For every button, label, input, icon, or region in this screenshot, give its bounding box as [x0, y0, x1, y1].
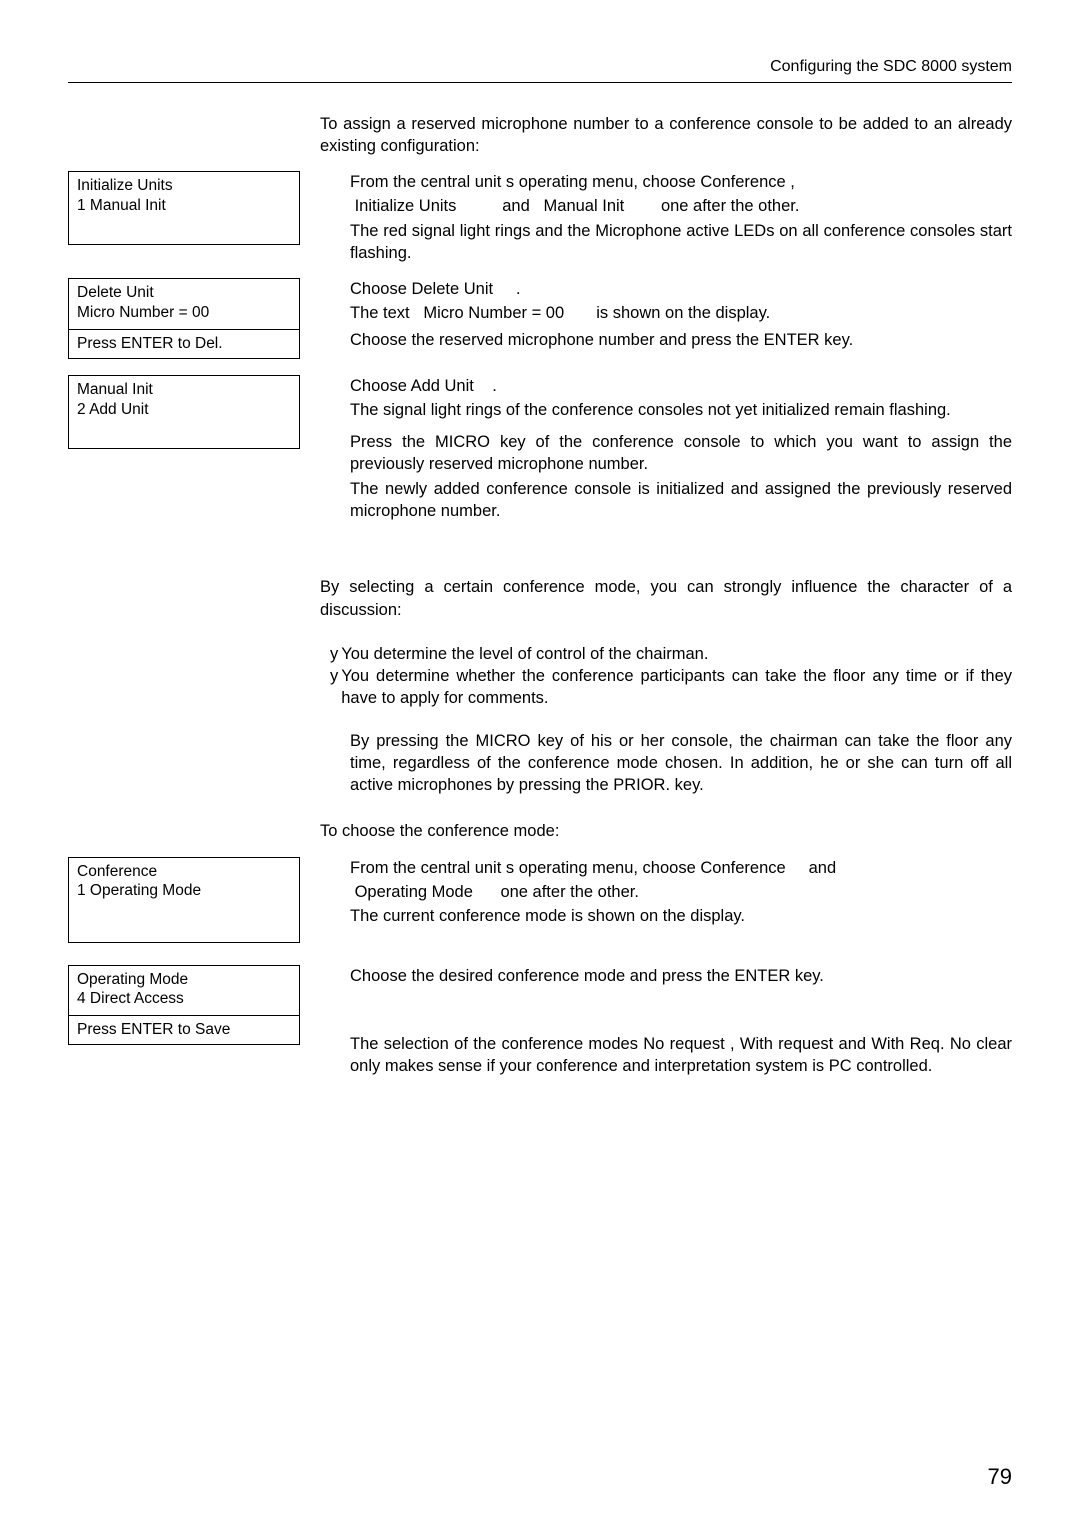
step3: Choose the reserved microphone number an…: [320, 329, 1012, 351]
step6-and: and: [809, 859, 837, 877]
box1-line1: Initialize Units: [77, 176, 291, 196]
step1-and: and: [502, 197, 530, 215]
display-box-manual-init: Manual Init 2 Add Unit: [68, 375, 300, 449]
step2-delete-unit: Delete Unit: [411, 280, 493, 298]
mode-intro: By selecting a certain conference mode, …: [320, 576, 1012, 621]
step4-line2: The signal light rings of the conference…: [350, 399, 1012, 421]
step4-dot: .: [492, 377, 497, 395]
step1-line2: Initialize Units and Manual Init one aft…: [350, 195, 1012, 217]
display-box-operating-mode: Operating Mode 4 Direct Access Press ENT…: [68, 965, 300, 1045]
step1-comma: ,: [790, 173, 795, 191]
step6-line2: Operating Mode one after the other.: [350, 881, 1012, 903]
intro-text-2: To choose the conference mode:: [320, 820, 1012, 842]
step2-shown: is shown on the display.: [596, 304, 770, 322]
step6-operating-mode: Operating Mode: [355, 883, 473, 901]
step4-choose: Choose: [350, 377, 407, 395]
box4-line1: Conference: [77, 862, 291, 882]
note-pc-controlled: The selection of the conference modes No…: [320, 1033, 1012, 1078]
note-chairman: By pressing the MICRO key of his or her …: [320, 730, 1012, 797]
step1-after: one after the other.: [661, 197, 800, 215]
box5-line1: Operating Mode: [77, 970, 291, 990]
bullet-mark: y: [330, 643, 338, 665]
step6-text: From the central unit s operating menu, …: [350, 859, 696, 877]
box2-line2: Micro Number = 00: [77, 303, 291, 323]
step6-line3: The current conference mode is shown on …: [350, 905, 1012, 927]
step2-choose: Choose: [350, 280, 407, 298]
box5-line2: 4 Direct Access: [77, 989, 291, 1009]
step2-text: The text: [350, 304, 410, 322]
step5-line2: The newly added conference console is in…: [350, 478, 1012, 523]
page-number: 79: [988, 1462, 1012, 1492]
step5-line1: Press the MICRO key of the conference co…: [350, 431, 1012, 476]
step4-line1: Choose Add Unit .: [350, 375, 1012, 397]
step6-conference: Conference: [700, 859, 785, 877]
box5-line3: Press ENTER to Save: [77, 1020, 291, 1040]
bullet-1: y You determine the level of control of …: [320, 643, 1012, 665]
page-header: Configuring the SDC 8000 system: [68, 56, 1012, 83]
step2-dot: .: [516, 280, 521, 298]
box2-line3: Press ENTER to Del.: [77, 334, 291, 354]
step1-init-units: Initialize Units: [355, 197, 457, 215]
step1-conference: Conference: [700, 173, 785, 191]
display-box-initialize: Initialize Units 1 Manual Init: [68, 171, 300, 245]
step1-line1: From the central unit s operating menu, …: [350, 171, 1012, 193]
bullet-2: y You determine whether the conference p…: [320, 665, 1012, 710]
step6-after: one after the other.: [500, 883, 639, 901]
step7: Choose the desired conference mode and p…: [320, 965, 1012, 987]
step2-micro-num: Micro Number = 00: [423, 304, 564, 322]
bullet1-text: You determine the level of control of th…: [341, 643, 1012, 665]
step1-line3: The red signal light rings and the Micro…: [350, 220, 1012, 265]
display-box-conference: Conference 1 Operating Mode: [68, 857, 300, 943]
box3-line2: 2 Add Unit: [77, 400, 291, 420]
step6-line1: From the central unit s operating menu, …: [350, 857, 1012, 879]
step4-add-unit: Add Unit: [411, 377, 474, 395]
box2-line1: Delete Unit: [77, 283, 291, 303]
step1-manual-init: Manual Init: [544, 197, 625, 215]
intro-text-1: To assign a reserved microphone number t…: [320, 113, 1012, 158]
bullet-mark: y: [330, 665, 338, 710]
step1-text: From the central unit s operating menu, …: [350, 173, 696, 191]
bullet2-text: You determine whether the conference par…: [341, 665, 1012, 710]
step2-line2: The text Micro Number = 00 is shown on t…: [350, 302, 1012, 324]
box4-line2: 1 Operating Mode: [77, 881, 291, 901]
box3-line1: Manual Init: [77, 380, 291, 400]
step2-line1: Choose Delete Unit .: [350, 278, 1012, 300]
display-box-delete: Delete Unit Micro Number = 00 Press ENTE…: [68, 278, 300, 358]
box1-line2: 1 Manual Init: [77, 196, 291, 216]
